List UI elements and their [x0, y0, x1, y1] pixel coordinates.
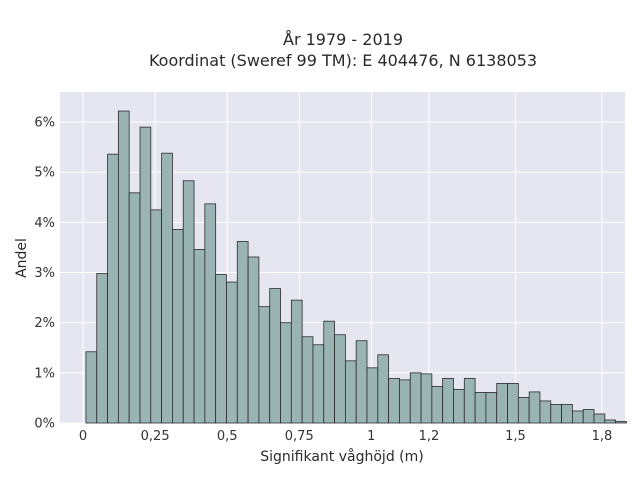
y-tick-label: 5% [34, 166, 55, 181]
histogram-bar [301, 336, 314, 424]
histogram-bar [204, 203, 217, 424]
histogram-bar [280, 322, 292, 424]
x-tick-label: 1,8 [592, 429, 613, 444]
histogram-bar [247, 256, 260, 424]
histogram-bar [399, 379, 411, 424]
histogram-bar [453, 388, 465, 424]
histogram-bar [571, 410, 584, 424]
histogram-bar [150, 209, 163, 424]
histogram-bar [528, 391, 541, 424]
histogram-bars [85, 110, 627, 424]
histogram-bar [615, 421, 627, 424]
histogram-bar [463, 377, 476, 424]
histogram-bar [366, 367, 379, 424]
x-axis-ticks: 0 0,25 0,5 0,75 1 1,2 1,5 1,8 [79, 429, 612, 444]
x-tick-label: 0,25 [141, 429, 170, 444]
histogram-bar [420, 373, 433, 424]
histogram-bar [161, 152, 173, 424]
histogram-bar [355, 340, 368, 424]
x-tick-label: 1,2 [419, 429, 440, 444]
chart-title-line2: Koordinat (Sweref 99 TM): E 404476, N 61… [149, 51, 537, 70]
histogram-bar [561, 404, 573, 424]
y-axis-ticks: 0% 1% 2% 3% 4% 5% 6% [34, 116, 55, 432]
histogram-bar [182, 180, 195, 424]
histogram-bar [215, 274, 227, 424]
x-tick-label: 0,75 [285, 429, 314, 444]
y-tick-label: 6% [34, 116, 55, 131]
chart-title-line1: År 1979 - 2019 [283, 30, 403, 49]
histogram-bar [485, 392, 498, 424]
y-tick-label: 2% [34, 316, 55, 331]
y-tick-label: 4% [34, 216, 55, 231]
histogram-bar [193, 249, 206, 424]
histogram-bar [474, 392, 487, 424]
histogram-bar [96, 273, 108, 424]
histogram-bar [290, 299, 303, 424]
histogram-bar [139, 126, 152, 424]
histogram-bar [507, 382, 519, 424]
histogram-bar [409, 372, 422, 424]
histogram-bar [431, 385, 444, 424]
histogram-bar [85, 351, 98, 424]
histogram-bar [128, 192, 141, 424]
histogram-bar [496, 382, 508, 424]
histogram-bar [593, 413, 606, 424]
histogram-bar [550, 404, 562, 424]
x-tick-label: 0,5 [217, 429, 238, 444]
x-tick-label: 1,5 [505, 429, 526, 444]
histogram-bar [258, 306, 271, 424]
histogram-bar [117, 110, 130, 424]
y-tick-label: 0% [34, 417, 55, 432]
histogram-bar [388, 377, 400, 424]
x-tick-label: 1 [367, 429, 375, 444]
histogram-bar [604, 419, 617, 424]
histogram-bar [323, 320, 335, 424]
y-tick-label: 1% [34, 366, 55, 381]
histogram-bar [517, 397, 530, 424]
histogram-bar [377, 354, 390, 424]
y-tick-label: 3% [34, 266, 55, 281]
y-axis-label: Andel [14, 238, 30, 278]
histogram-bar [539, 400, 552, 424]
histogram-bar [172, 229, 184, 424]
histogram-bar [312, 344, 325, 424]
histogram-bar [334, 334, 346, 424]
x-tick-label: 0 [79, 429, 87, 444]
histogram-bar [107, 153, 119, 424]
histogram-bar [226, 281, 238, 424]
histogram-bar [269, 288, 281, 424]
histogram-bar [236, 241, 249, 424]
x-axis-label: Signifikant våghöjd (m) [260, 448, 423, 465]
histogram-bar [582, 409, 595, 424]
histogram-bar [344, 360, 357, 424]
histogram-bar [442, 377, 454, 424]
